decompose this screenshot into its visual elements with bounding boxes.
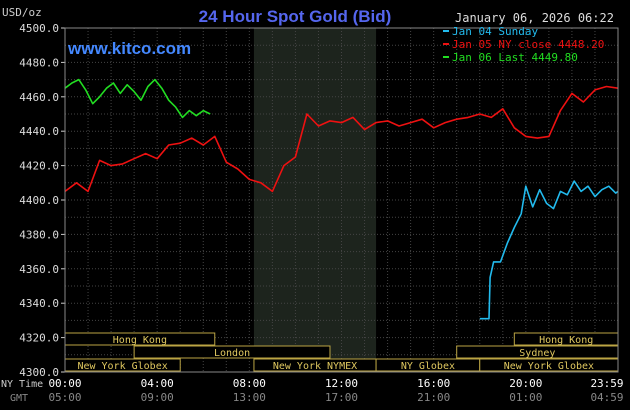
y-tick-label: 4480.0 [19, 56, 59, 69]
x-tick-label-gmt: 21:00 [417, 391, 450, 404]
brand-link[interactable]: www.kitco.com [67, 39, 191, 58]
y-tick-label: 4440.0 [19, 125, 59, 138]
y-tick-label: 4400.0 [19, 194, 59, 207]
x-tick-label-ny: 16:00 [417, 377, 450, 390]
x-tick-label-gmt: 04:59 [590, 391, 623, 404]
legend-label: Jan 05 NY close 4448.20 [452, 38, 604, 51]
y-axis: 4500.0 4480.0 4460.0 4440.0 4420.0 4400.0 4380… [19, 22, 65, 379]
series-line [64, 78, 211, 119]
session-label: New York Globex [77, 361, 167, 372]
grid-lines [65, 28, 618, 372]
ny-time-row-label: NY Time [1, 379, 43, 390]
y-tick-label: 4300.0 [19, 366, 59, 379]
session-bars: Hong Kong Hong Kong London Sydney New York G… [64, 332, 619, 372]
x-tick-label-ny: 23:59 [590, 377, 623, 390]
series-lines [64, 78, 619, 320]
session-label: New York NYMEX [273, 361, 357, 372]
x-tick-label-ny: 00:00 [48, 377, 81, 390]
y-tick-label: 4420.0 [19, 160, 59, 173]
session-label: Sydney [519, 348, 555, 359]
x-tick-label-ny: 20:00 [509, 377, 542, 390]
x-tick-label-gmt: 05:00 [48, 391, 81, 404]
session-label: New York Globex [504, 361, 594, 372]
x-tick-label-ny: 12:00 [325, 377, 358, 390]
series-line [479, 180, 619, 320]
series-line [64, 85, 619, 193]
y-tick-label: 4460.0 [19, 91, 59, 104]
legend-label: Jan 06 Last 4449.80 [452, 51, 578, 64]
y-tick-label: 4340.0 [19, 297, 59, 310]
x-tick-label-gmt: 17:00 [325, 391, 358, 404]
legend-label: Jan 04 Sunday [452, 25, 538, 38]
unit-label: USD/oz [2, 6, 42, 19]
y-tick-label: 4380.0 [19, 228, 59, 241]
y-tick-label: 4360.0 [19, 263, 59, 276]
y-tick-label: 4500.0 [19, 22, 59, 35]
chart-title: 24 Hour Spot Gold (Bid) [199, 7, 392, 26]
x-tick-label-ny: 08:00 [233, 377, 266, 390]
nymex-shaded-region [253, 28, 377, 372]
x-tick-label-gmt: 09:00 [141, 391, 174, 404]
session-bar [133, 345, 331, 359]
session-label: Hong Kong [539, 335, 593, 346]
x-tick-label-gmt: 13:00 [233, 391, 266, 404]
timestamp: January 06, 2026 06:22 [455, 11, 614, 25]
session-label: London [214, 348, 250, 359]
gmt-row-label: GMT [10, 393, 28, 404]
session-label: Hong Kong [113, 335, 167, 346]
plot-frame [64, 27, 619, 373]
session-label: NY Globex [401, 361, 455, 372]
x-tick-label-ny: 04:00 [141, 377, 174, 390]
y-tick-label: 4320.0 [19, 332, 59, 345]
x-tick-label-gmt: 01:00 [509, 391, 542, 404]
